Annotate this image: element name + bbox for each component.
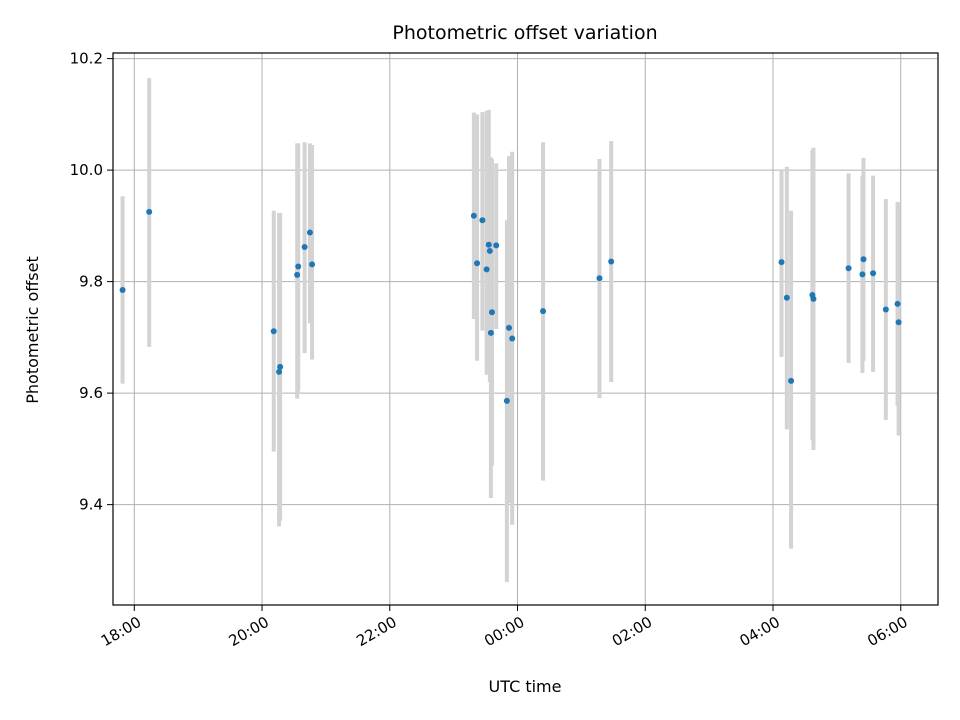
y-axis-ticks: 9.4 9.6 9.8 10.0 10.2 (70, 50, 113, 514)
data-point (509, 335, 516, 342)
data-point (783, 294, 790, 301)
data-point (277, 363, 284, 370)
data-point (845, 265, 852, 272)
x-axis-label: UTC time (489, 677, 562, 696)
data-point (503, 397, 510, 404)
data-points (119, 208, 902, 404)
data-point (295, 263, 302, 270)
plot-frame (112, 52, 939, 606)
y-tick-label: 9.4 (79, 496, 103, 514)
data-point (486, 247, 493, 254)
data-point (119, 286, 126, 293)
data-point (270, 328, 277, 335)
data-point (506, 324, 512, 331)
data-point (309, 261, 316, 268)
data-point (487, 329, 494, 336)
data-point (483, 266, 490, 273)
y-axis-label: Photometric offset (23, 256, 42, 404)
data-point (778, 259, 785, 266)
data-point (895, 319, 902, 326)
data-point (810, 295, 817, 302)
data-point (146, 208, 153, 215)
data-point (470, 212, 477, 219)
y-tick-label: 10.2 (70, 50, 103, 68)
data-point (294, 271, 301, 278)
data-point (276, 368, 283, 375)
data-point (860, 256, 867, 263)
y-tick-label: 9.6 (79, 384, 103, 402)
data-point (488, 309, 495, 316)
data-point (306, 229, 313, 236)
grid (113, 53, 938, 605)
data-point (540, 308, 547, 315)
data-point (788, 377, 795, 384)
data-point (859, 271, 866, 278)
data-point (882, 306, 889, 313)
data-point (608, 258, 615, 265)
data-point (894, 300, 901, 307)
data-point (493, 242, 500, 249)
data-point (301, 244, 308, 251)
y-tick-label: 9.8 (79, 273, 103, 291)
data-point (474, 260, 481, 267)
chart-title: Photometric offset variation (392, 22, 657, 44)
y-tick-label: 10.0 (70, 161, 103, 179)
data-point (596, 275, 603, 282)
data-point (485, 241, 492, 248)
data-point (870, 270, 877, 277)
data-point (479, 217, 486, 224)
